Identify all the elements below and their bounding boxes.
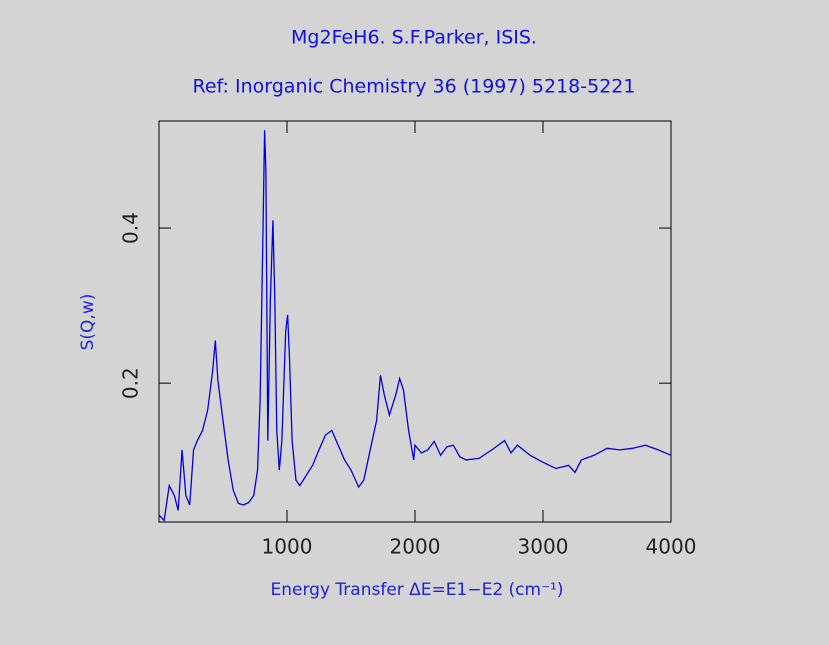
x-axis-label: Energy Transfer ΔE=E1−E2 (cm⁻¹): [270, 580, 563, 600]
x-tick-label: 1000: [262, 535, 313, 559]
x-tick-label: 4000: [646, 535, 697, 559]
y-tick-label: 0.2: [119, 367, 143, 399]
chart-subtitle: Ref: Inorganic Chemistry 36 (1997) 5218-…: [193, 76, 636, 98]
x-tick-label: 3000: [518, 535, 569, 559]
y-axis-label: S(Q,w): [78, 294, 98, 351]
x-tick-label: 2000: [390, 535, 441, 559]
chart-title: Mg2FeH6. S.F.Parker, ISIS.: [291, 27, 537, 49]
y-tick-label: 0.4: [119, 212, 143, 244]
spectrum-line: [158, 130, 672, 522]
